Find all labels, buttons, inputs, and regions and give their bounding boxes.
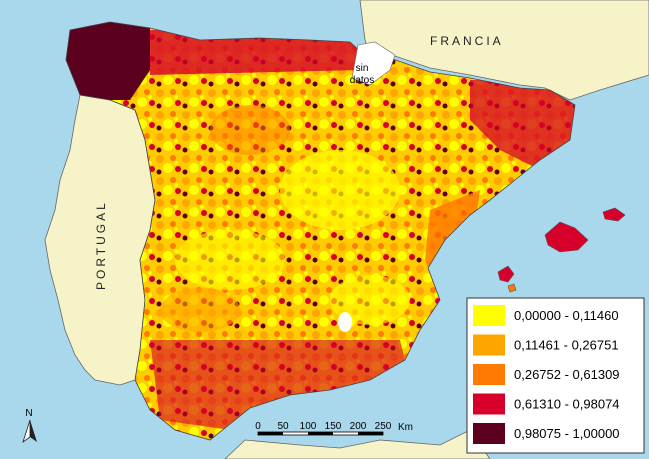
scale-tick-150: 150	[325, 421, 342, 432]
scale-tick-100: 100	[300, 421, 317, 432]
ibiza	[497, 265, 515, 283]
legend-swatch-1	[473, 305, 505, 326]
svg-text:N: N	[25, 408, 32, 419]
scale-tick-50: 50	[277, 421, 289, 432]
legend-label-1: 0,00000 - 0,11460	[514, 308, 619, 323]
legend-swatch-2	[473, 334, 505, 356]
scale-unit: Km	[398, 422, 413, 433]
mallorca	[544, 221, 589, 253]
scale-tick-250: 250	[375, 421, 392, 432]
scale-tick-0: 0	[255, 421, 261, 432]
label-sin-datos-2: datos	[350, 75, 374, 86]
legend-label-3: 0,26752 - 0,61309	[514, 367, 620, 382]
legend-swatch-4	[473, 393, 505, 415]
scale-bar: 0 50 100 150 200 250 Km	[255, 421, 413, 436]
north-arrow-icon: N	[22, 408, 37, 444]
label-portugal: PORTUGAL	[94, 200, 108, 290]
menorca	[602, 207, 626, 222]
label-francia: FRANCIA	[430, 34, 504, 48]
legend-label-2: 0,11461 - 0,26751	[514, 338, 619, 353]
scale-tick-200: 200	[350, 421, 367, 432]
formentera	[507, 283, 517, 293]
sin-datos-area	[351, 41, 396, 86]
legend-swatch-5	[473, 423, 505, 444]
legend-label-5: 0,98075 - 1,00000	[514, 426, 620, 441]
legend-label-4: 0,61310 - 0,98074	[514, 397, 620, 412]
legend-swatch-3	[473, 364, 505, 385]
label-sin-datos-1: sin	[356, 63, 369, 74]
legend: 0,00000 - 0,11460 0,11461 - 0,26751 0,2675…	[466, 297, 645, 454]
